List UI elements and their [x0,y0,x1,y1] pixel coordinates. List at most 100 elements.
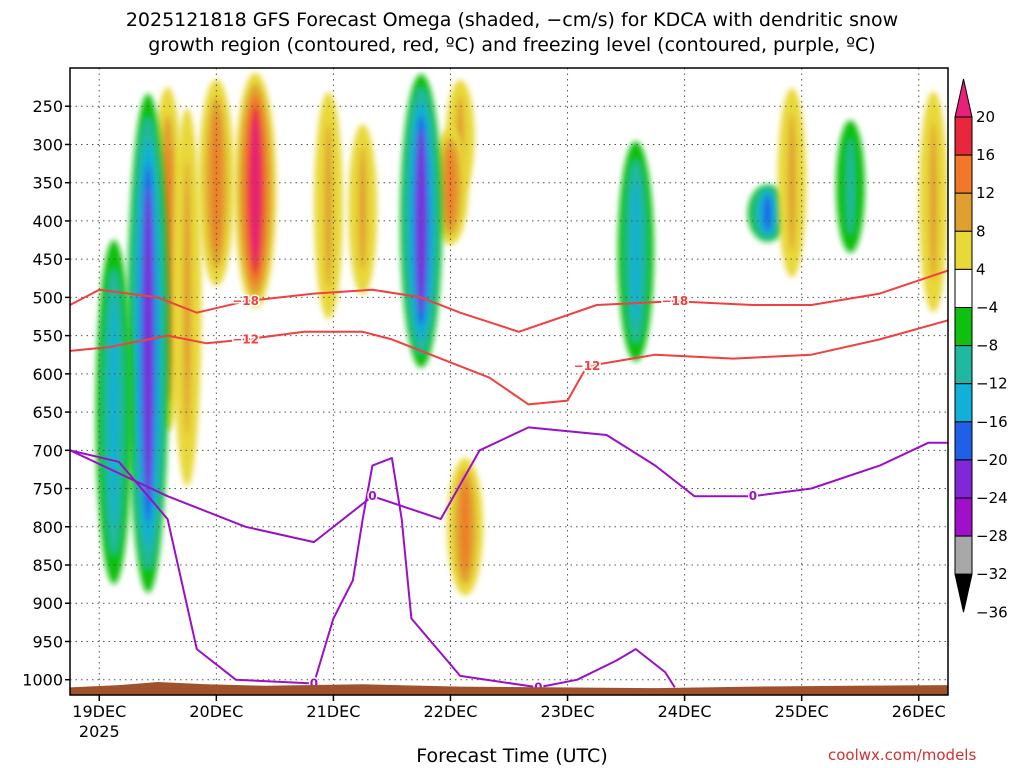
omega-cell [324,123,333,289]
y-tick-label: 650 [32,403,63,422]
omega-feature [348,124,377,295]
x-tick-label: 22DEC [423,702,477,721]
y-tick-label: 950 [32,632,63,651]
omega-feature [432,128,469,246]
y-axis: 250 300 350 400 450 500 550 600 650 700 750 800 850 9… [22,97,70,690]
omega-cell [929,121,938,283]
omega-cell [846,138,855,235]
freezing-contour [70,449,676,689]
omega-feature [400,74,443,368]
colorbar-bottom-arrow [954,573,973,613]
omega-feature [919,91,948,313]
colorbar-swatch [954,268,973,308]
colorbar-label: −24 [976,489,1008,507]
dgz-contour-label: −12 [232,332,259,346]
colorbar-label: 8 [976,222,986,240]
omega-feature [95,240,132,585]
colorbar-swatch [954,192,973,232]
y-tick-label: 700 [32,441,63,460]
colorbar-label: 4 [976,260,986,278]
omega-feature [747,184,788,242]
x-axis-label: Forecast Time (UTC) [416,745,608,767]
omega-cell [144,187,153,500]
dgz-contour-label: −12 [574,359,601,373]
x-tick-label: 20DEC [189,702,243,721]
colorbar-top-arrow [954,78,973,118]
chart-title-line1: 2025121818 GFS Forecast Omega (shaded, −… [125,9,899,31]
contours: −18−18−12−120000 [70,269,948,695]
terrain-ground [70,682,948,695]
omega-cell [183,159,192,436]
x-axis: 19DEC 20DEC 21DEC 22DEC 23DEC 24DEC 25DEC 26DEC… [72,695,946,741]
omega-cell [212,113,221,252]
freezing-contour-label: 0 [368,489,376,503]
freezing-contour [70,426,948,544]
colorbar-swatch [954,497,973,537]
omega-feature [127,93,169,593]
colorbar-label: 20 [976,108,995,126]
omega-feature [234,72,277,308]
colorbar-swatch [954,230,973,270]
x-tick-label: 19DEC [72,702,126,721]
omega-shading [95,72,948,596]
omega-feature [617,141,654,362]
colorbar-label: −16 [976,413,1008,431]
colorbar: 20 16 12 8 4 −4 −8 −12 −16 −20 −24 −28 −32 −36 [954,78,1008,621]
colorbar-swatch [954,459,973,499]
grid-lines [70,68,948,695]
y-tick-label: 600 [32,365,63,384]
dgz-contour [70,269,948,333]
y-tick-label: 800 [32,518,63,537]
colorbar-swatch [954,116,973,156]
colorbar-swatch [954,421,973,461]
omega-cell [763,194,772,232]
freezing-contour-label: 0 [749,489,757,503]
y-tick-label: 450 [32,250,63,269]
y-tick-label: 750 [32,480,63,499]
omega-cell [251,116,260,264]
omega-cell [358,147,367,272]
year-label: 2025 [79,722,120,741]
y-tick-label: 550 [32,327,63,346]
omega-cell [631,178,640,325]
colorbar-swatch [954,307,973,347]
omega-feature [198,79,235,286]
colorbar-label: −28 [976,527,1008,545]
y-tick-label: 250 [32,97,63,116]
y-tick-label: 350 [32,174,63,193]
omega-feature [836,120,865,253]
colorbar-label: 16 [976,146,995,164]
colorbar-swatch [954,535,973,575]
dgz-contour [70,319,948,406]
y-tick-label: 400 [32,212,63,231]
x-tick-label: 24DEC [658,702,712,721]
plot-frame [69,67,949,696]
colorbar-label: −32 [976,565,1008,583]
omega-cell [109,297,118,527]
y-tick-label: 850 [32,556,63,575]
omega-cell [461,480,470,573]
x-tick-label: 23DEC [541,702,595,721]
omega-feature [314,92,343,320]
x-tick-label: 26DEC [892,702,946,721]
omega-cell [446,147,455,226]
y-tick-label: 1000 [22,671,63,690]
x-tick-label: 21DEC [306,702,360,721]
colorbar-label: 12 [976,184,995,202]
colorbar-swatch [954,345,973,385]
omega-feature [172,108,202,487]
colorbar-label: −4 [976,299,998,317]
x-tick-label: 25DEC [775,702,829,721]
credit-link[interactable]: coolwx.com/models [828,746,977,764]
colorbar-label: −8 [976,337,998,355]
y-tick-label: 500 [32,288,63,307]
dgz-contour-label: −18 [661,294,688,308]
chart-title-line2: growth region (contoured, red, ºC) and f… [148,34,876,56]
freezing-contour-label: 0 [310,677,318,691]
y-tick-label: 900 [32,594,63,613]
colorbar-label: −20 [976,451,1008,469]
colorbar-swatch [954,383,973,423]
colorbar-label: −12 [976,375,1008,393]
colorbar-swatch [954,154,973,194]
